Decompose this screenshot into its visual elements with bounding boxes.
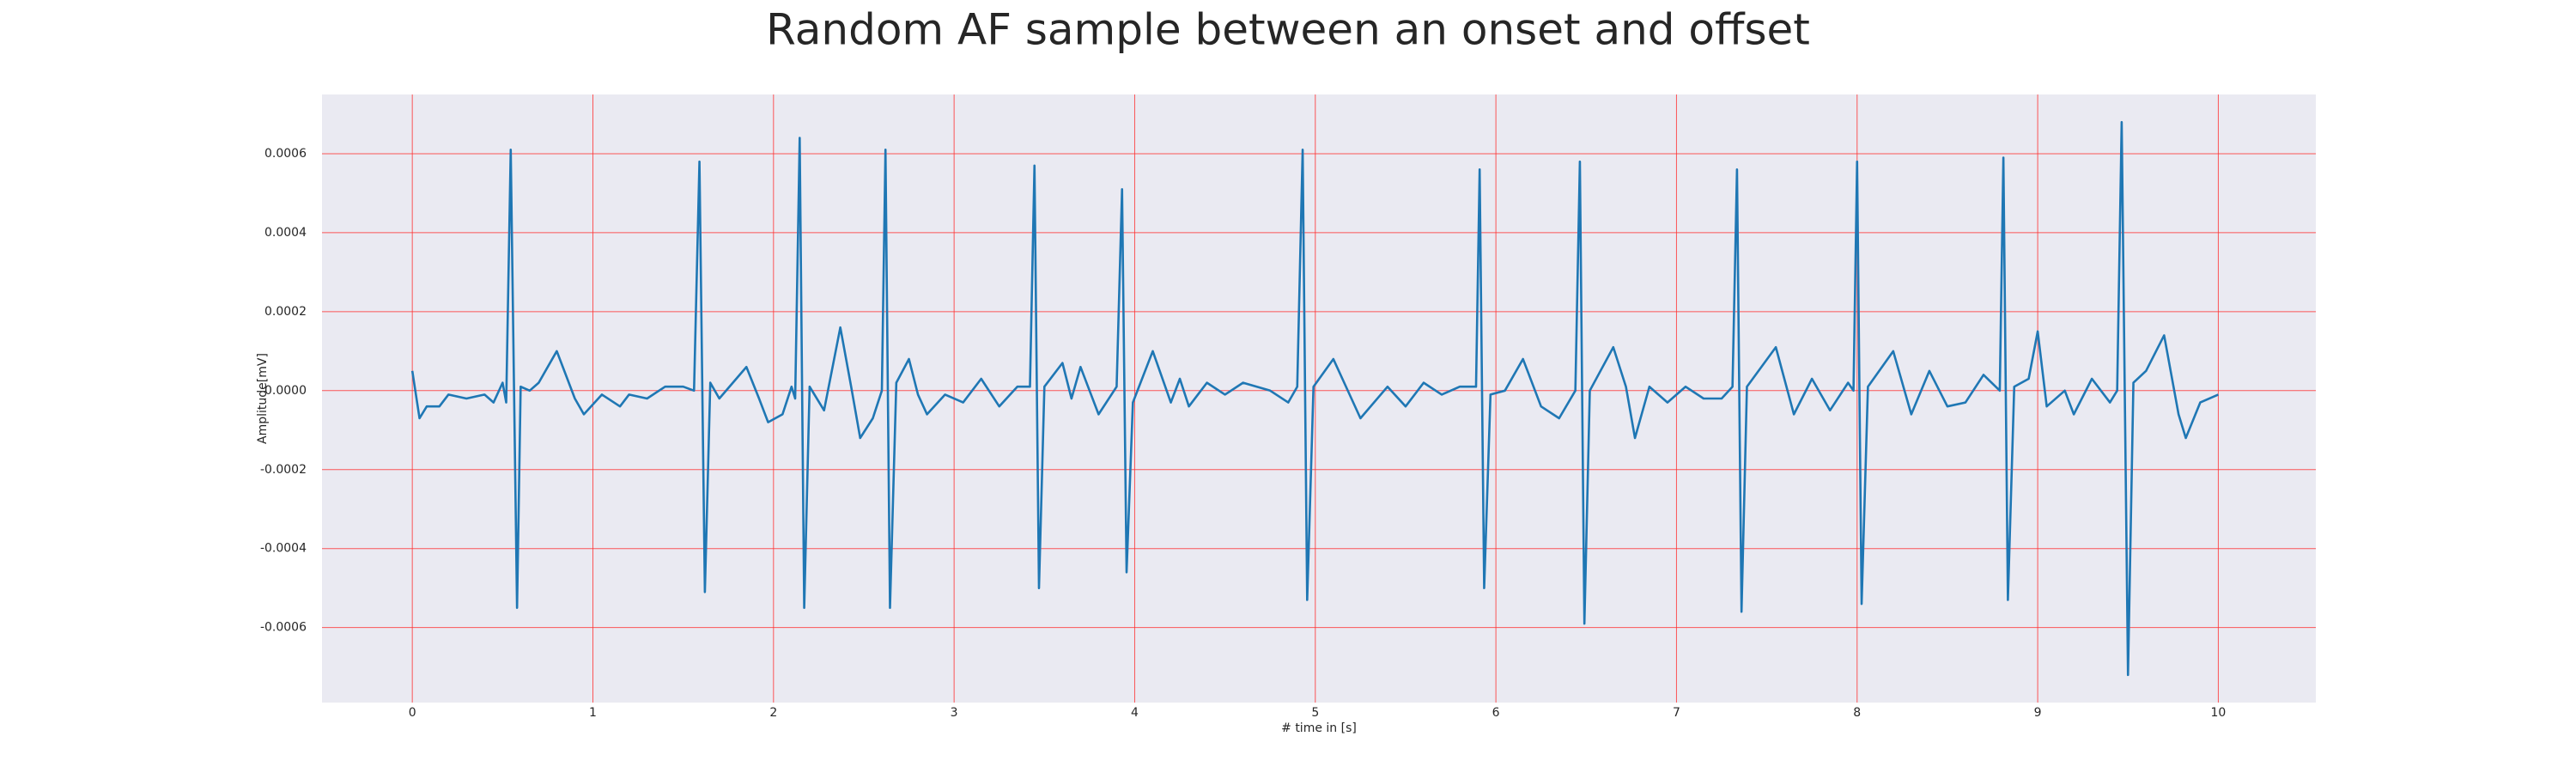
y-tick-label: -0.0002 bbox=[260, 463, 307, 477]
y-tick-label: 0.0000 bbox=[264, 384, 307, 398]
x-tick-label: 6 bbox=[1492, 706, 1500, 720]
x-tick-label: 10 bbox=[2211, 706, 2227, 720]
x-tick-label: 9 bbox=[2034, 706, 2042, 720]
x-tick-label: 1 bbox=[589, 706, 597, 720]
plot-area bbox=[322, 94, 2316, 703]
y-tick-label: 0.0006 bbox=[264, 147, 307, 161]
y-axis-label: Amplitude[mV] bbox=[256, 353, 270, 444]
chart-title: Random AF sample between an onset and of… bbox=[766, 5, 1810, 55]
x-tick-label: 5 bbox=[1311, 706, 1319, 720]
y-tick-label: 0.0004 bbox=[264, 226, 307, 240]
y-tick-label: 0.0002 bbox=[264, 305, 307, 319]
x-axis-label: # time in [s] bbox=[1281, 721, 1357, 735]
y-tick-label: -0.0004 bbox=[260, 542, 307, 556]
ecg-line bbox=[410, 120, 2219, 677]
y-tick-label: -0.0006 bbox=[260, 621, 307, 635]
x-tick-label: 7 bbox=[1673, 706, 1680, 720]
x-tick-label: 4 bbox=[1131, 706, 1139, 720]
x-tick-label: 0 bbox=[409, 706, 416, 720]
x-tick-label: 8 bbox=[1853, 706, 1861, 720]
x-tick-label: 3 bbox=[951, 706, 958, 720]
x-tick-label: 2 bbox=[769, 706, 777, 720]
